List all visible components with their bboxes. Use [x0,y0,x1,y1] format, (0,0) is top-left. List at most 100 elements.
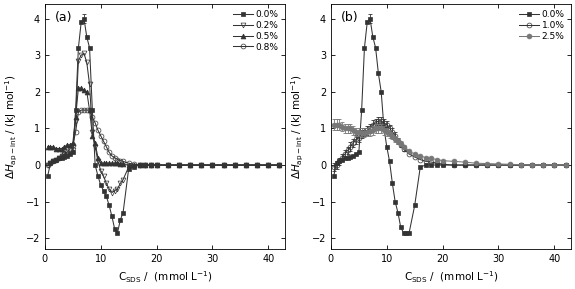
0.2% [64,152,71,156]
2.5% [428,157,435,160]
0.8% [175,163,182,167]
0.0% [164,163,171,167]
0.0% [61,155,68,159]
0.5% [83,90,90,94]
2.5% [386,132,393,136]
0.8% [91,121,98,125]
0.0% [231,163,238,167]
0.0% [352,152,359,156]
0.0% [120,211,126,214]
0.8% [136,163,143,167]
2.5% [423,156,430,160]
0.0% [423,163,430,167]
0.8% [243,163,250,167]
0.8% [109,154,116,158]
1.0% [336,160,343,163]
2.5% [344,127,351,130]
0.0% [220,163,227,167]
0.2% [148,163,155,167]
0.8% [114,158,121,161]
0.2% [209,163,216,167]
0.8% [55,156,62,160]
Text: (a): (a) [55,11,72,24]
0.8% [86,108,93,112]
0.0% [434,163,440,167]
0.0% [58,156,65,160]
2.5% [350,129,356,132]
0.5% [61,145,68,149]
0.5% [142,163,149,167]
0.8% [50,160,57,163]
1.0% [450,163,457,167]
0.0% [106,204,113,207]
0.0% [342,157,348,160]
0.5% [187,163,194,167]
0.5% [106,162,113,165]
2.5% [562,163,569,167]
0.8% [78,108,85,112]
0.0% [392,200,398,203]
X-axis label: C$_\mathregular{SDS}$ /  (mmol L$^\mathregular{-1}$): C$_\mathregular{SDS}$ / (mmol L$^\mathre… [404,270,499,285]
1.0% [506,163,513,167]
0.0% [198,163,205,167]
2.5% [389,134,396,138]
0.5% [148,163,155,167]
0.0% [187,163,194,167]
1.0% [417,158,424,161]
0.5% [72,116,79,119]
0.2% [50,160,57,163]
0.2% [111,189,118,192]
2.5% [333,123,340,127]
2.5% [367,130,374,133]
1.0% [423,160,430,163]
0.8% [103,145,110,149]
2.5% [506,163,513,166]
0.5% [55,147,62,150]
2.5% [540,163,547,167]
1.0% [344,149,351,152]
0.8% [70,143,76,147]
2.5% [473,162,480,165]
0.0% [47,162,54,165]
0.8% [58,154,65,158]
1.0% [518,163,524,167]
0.0% [243,163,250,167]
1.0% [394,140,401,143]
0.0% [400,231,407,235]
2.5% [342,127,348,130]
1.0% [411,155,418,159]
0.0% [100,189,107,192]
0.5% [109,162,116,165]
0.0% [81,17,87,20]
0.2% [58,154,65,158]
0.5% [86,108,93,112]
0.0% [551,163,558,167]
Line: 0.0%: 0.0% [331,16,568,235]
0.2% [86,83,93,86]
1.0% [350,141,356,145]
0.8% [94,129,101,132]
0.0% [528,163,535,167]
0.5% [265,163,272,167]
0.2% [220,163,227,167]
1.0% [367,127,374,130]
0.2% [55,156,62,160]
0.0% [417,165,424,168]
2.5% [495,162,502,166]
Line: 0.8%: 0.8% [45,108,282,168]
2.5% [397,142,404,146]
0.0% [86,46,93,50]
0.2% [89,130,96,134]
0.0% [209,163,216,167]
0.5% [100,162,107,165]
2.5% [347,127,354,130]
0.8% [142,163,149,167]
1.0% [386,127,393,130]
1.0% [406,152,413,156]
0.0% [518,163,524,167]
0.2% [47,162,54,165]
1.0% [428,160,435,164]
0.0% [89,108,96,112]
0.0% [364,21,371,24]
0.5% [64,143,71,147]
